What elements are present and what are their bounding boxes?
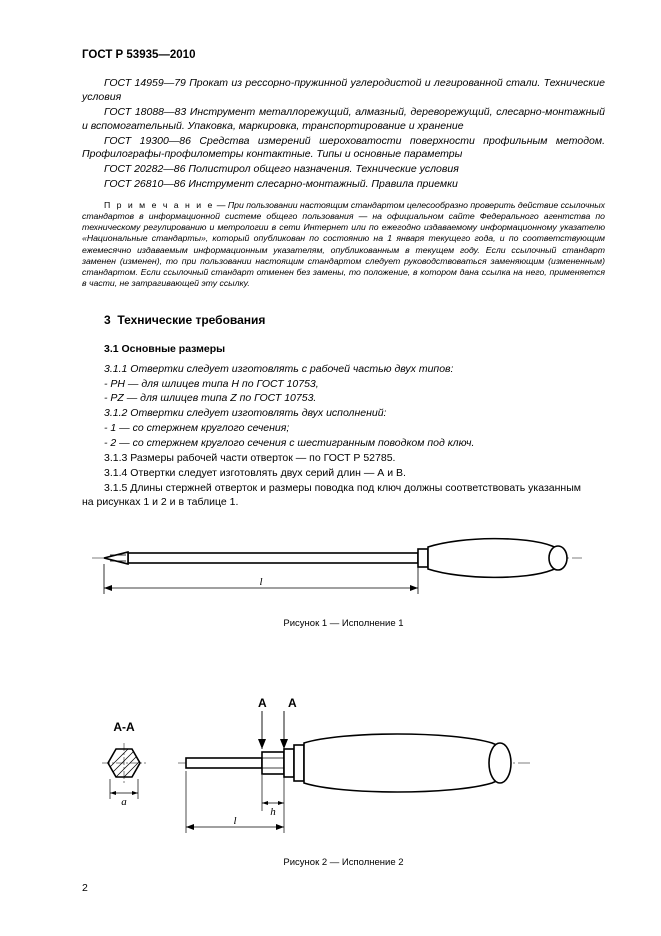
clause: - 2 — со стержнем круглого сечения с шес… [82, 437, 605, 451]
normative-references: ГОСТ 14959—79 Прокат из рессорно-пружинн… [82, 77, 605, 192]
figure-1-caption: Рисунок 1 — Исполнение 1 [82, 618, 605, 631]
section-title: 3 Технические требования [82, 313, 605, 329]
clause: 3.1.1 Отвертки следует изготовлять с раб… [82, 363, 605, 377]
page-number: 2 [82, 882, 88, 896]
label-a-top-right: A [288, 696, 297, 710]
clause: - PH — для шлицев типа H по ГОСТ 10753, [82, 378, 605, 392]
note-body: — При пользовании настоящим стандартом ц… [82, 200, 605, 288]
clause: - 1 — со стержнем круглого сечения; [82, 422, 605, 436]
dim-l: l [259, 576, 262, 588]
clauses: 3.1.1 Отвертки следует изготовлять с раб… [82, 363, 605, 511]
ref-item: ГОСТ 18088—83 Инструмент металлорежущий,… [82, 106, 605, 134]
figure-1: l Рисунок 1 — Исполнение 1 [82, 532, 605, 631]
section-name: Технические требования [117, 313, 265, 327]
figure-2-caption: Рисунок 2 — Исполнение 2 [82, 857, 605, 870]
dim-l2: l [233, 815, 236, 827]
document-header: ГОСТ Р 53935—2010 [82, 48, 605, 63]
subsection-title: 3.1 Основные размеры [82, 343, 605, 357]
label-a-top-left: A [258, 696, 267, 710]
clause: 3.1.3 Размеры рабочей части отверток — п… [82, 452, 605, 466]
note-label: П р и м е ч а н и е [104, 200, 214, 210]
clause: 3.1.5 Длины стержней отверток и размеры … [82, 482, 605, 496]
figure-2: A-A [82, 681, 605, 870]
dim-h: h [270, 806, 276, 818]
clause: 3.1.2 Отвертки следует изготовлять двух … [82, 407, 605, 421]
ref-item: ГОСТ 14959—79 Прокат из рессорно-пружинн… [82, 77, 605, 105]
ref-item: ГОСТ 26810—86 Инструмент слесарно-монтаж… [82, 178, 605, 192]
ref-item: ГОСТ 20282—86 Полистирол общего назначен… [82, 163, 605, 177]
label-aa: A-A [113, 720, 135, 734]
clause: 3.1.4 Отвертки следует изготовлять двух … [82, 467, 605, 481]
ref-item: ГОСТ 19300—86 Средства измерений шерохов… [82, 135, 605, 163]
section-number: 3 [104, 313, 111, 327]
dim-a: a [121, 796, 127, 808]
clause: - PZ — для шлицев типа Z по ГОСТ 10753. [82, 392, 605, 406]
clause-wrap: на рисунках 1 и 2 и в таблице 1. [82, 496, 605, 510]
note: П р и м е ч а н и е — При пользовании на… [82, 200, 605, 289]
